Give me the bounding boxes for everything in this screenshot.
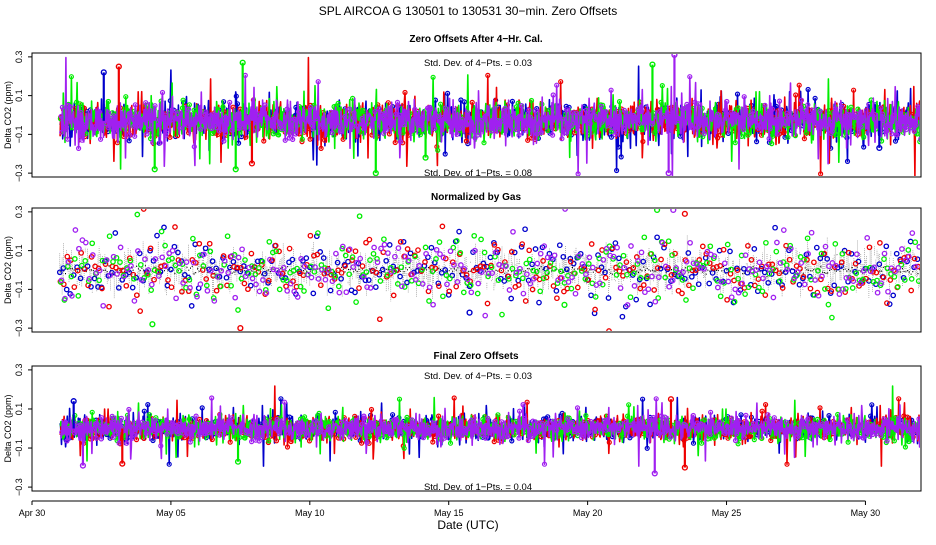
outlier-point (653, 209, 661, 214)
y-axis-label: Delta CO2 (ppm) (3, 81, 13, 149)
outlier-point (70, 398, 77, 405)
series-points (58, 72, 920, 176)
plot-frame (31, 52, 922, 178)
outlier-point (876, 144, 883, 152)
outlier-point (422, 154, 429, 161)
outlier-point (670, 209, 677, 214)
outlier-point (466, 309, 473, 316)
x-tick-label: Apr 30 (19, 508, 46, 518)
y-tick-label: 0.3 (14, 206, 24, 219)
std-dev-1pt-note: Std. Dev. of 1−Pts. = 0.08 (424, 168, 532, 179)
outlier-point (151, 166, 158, 173)
std-dev-4pt-note: Std. Dev. of 4−Pts. = 0.03 (424, 371, 532, 382)
x-tick-label: May 05 (156, 508, 186, 518)
data-layer (57, 54, 920, 176)
y-tick-label: 0.3 (14, 51, 24, 64)
y-tick-label: 0.1 (14, 89, 24, 102)
x-tick-label: May 25 (712, 508, 742, 518)
outlier-point (239, 59, 246, 66)
series-points (59, 395, 920, 467)
outlier-point (79, 462, 87, 469)
outlier-point (119, 460, 126, 467)
y-tick-label: −0.1 (14, 280, 24, 298)
outlier-point (665, 170, 672, 176)
y-tick-label: −0.3 (14, 478, 24, 496)
outlier-point (671, 54, 678, 59)
panel-3: Final Zero Offsets 0.3 0.1 −0.1 −0.3 Delta CO… (3, 351, 922, 518)
outlier-point (234, 458, 242, 465)
panel-2: Normalized by Gas 0.3 0.1 −0.1 −0.3 Delta CO2… (3, 192, 922, 337)
outlier-point (372, 170, 379, 176)
x-tick-label: May 20 (573, 508, 603, 518)
outlier-point (681, 464, 688, 471)
plot-frame (31, 365, 922, 492)
y-tick-label: 0.3 (14, 364, 24, 377)
outlier-point (232, 166, 239, 173)
outlier-point (149, 321, 156, 328)
outlier-point (237, 325, 244, 331)
x-tick-label: May 30 (851, 508, 881, 518)
y-tick-label: 0.1 (14, 244, 24, 257)
y-tick-label: −0.3 (14, 164, 24, 182)
series-line (59, 397, 920, 467)
outlier-point (115, 63, 122, 70)
x-tick-label: May 15 (434, 508, 464, 518)
plot-frame (31, 207, 922, 333)
data-layer (59, 385, 920, 477)
std-dev-1pt-note: Std. Dev. of 1−Pts. = 0.04 (424, 482, 532, 493)
outlier-point (100, 69, 107, 76)
y-tick-label: 0.1 (14, 403, 24, 416)
panel-title: Normalized by Gas (431, 192, 521, 203)
y-axis-label: Delta CO2 (ppm) (3, 236, 13, 304)
outlier-point (649, 61, 656, 68)
outlier-point (681, 210, 688, 217)
outlier-point (651, 470, 658, 477)
y-axis-label: Delta CO2 (ppm) (3, 394, 13, 462)
outlier-point (561, 301, 568, 308)
std-dev-4pt-note: Std. Dev. of 4−Pts. = 0.03 (424, 58, 532, 69)
y-tick-label: −0.1 (14, 125, 24, 143)
outlier-point (248, 160, 256, 167)
data-layer (56, 209, 920, 331)
series-line (59, 56, 920, 176)
panel-1: Zero Offsets After 4−Hr. Cal. 0.3 0.1 −0.1 −… (3, 34, 922, 182)
x-tick-label: May 10 (295, 508, 325, 518)
panel-title: Zero Offsets After 4−Hr. Cal. (409, 34, 543, 45)
panel-title: Final Zero Offsets (433, 351, 518, 362)
y-tick-label: −0.1 (14, 439, 24, 457)
figure-title: SPL AIRCOA G 130501 to 130531 30−min. Ze… (319, 4, 618, 18)
y-tick-label: −0.3 (14, 319, 24, 337)
outlier-point (667, 396, 675, 403)
x-axis-label: Date (UTC) (437, 518, 498, 532)
series-points (58, 209, 920, 319)
